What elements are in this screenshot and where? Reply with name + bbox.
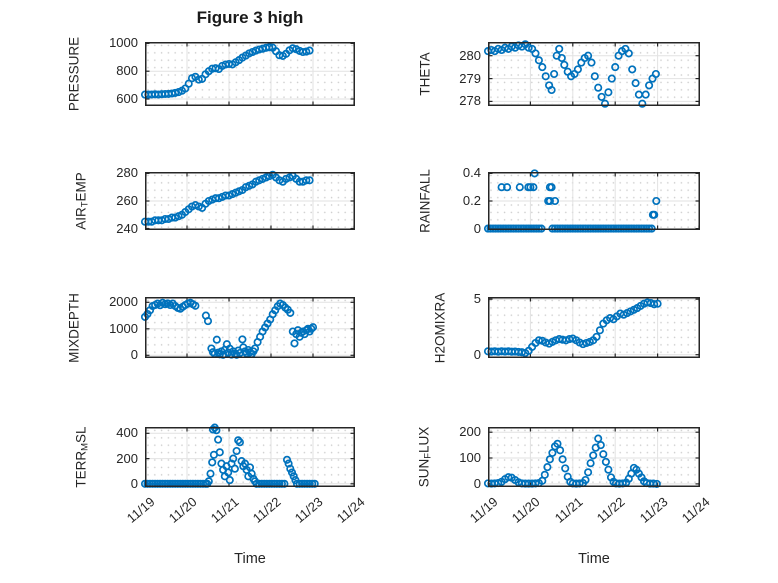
y-axis-label-text: PRESSURE [66,36,82,112]
y-tick-label: 240 [116,220,138,236]
x-tick-label: 11/23 [291,494,326,526]
y-tick-label: 200 [459,424,481,440]
y-axis-label-h2omixra: H2OMIXRA [433,292,448,363]
y-tick-label: 280 [116,165,138,181]
subplot-theta [483,40,700,108]
x-tick-label: 11/23 [636,494,671,526]
minor-grid-dots [490,429,698,485]
x-tick-label: 11/22 [593,494,628,526]
x-tick-label: 11/21 [551,494,586,526]
y-tick-label: 100 [459,450,481,466]
y-axis-label-text: EMP [72,172,88,202]
axes-box [145,427,355,487]
y-tick-label: 5 [473,291,481,307]
axes-box [488,297,700,358]
y-tick-label: 279 [459,70,481,86]
y-axis-label-pressure: PRESSURE [66,37,81,111]
x-axis-label: Time [578,551,610,567]
y-axis-label-air-temp: AIRTEMP [73,172,90,230]
y-tick-label: 1000 [109,35,138,51]
data-points [483,40,660,108]
subplot-h2omixra [483,297,700,358]
y-axis-label-text: SUN [415,458,431,488]
subplot-mixdepth [140,297,355,359]
axes-box [488,427,700,487]
y-tick-label: 280 [459,47,481,63]
x-tick-label: 11/21 [207,494,242,526]
y-tick-label: 2000 [109,294,138,310]
y-tick-label: 600 [116,91,138,107]
y-tick-label: 1000 [109,320,138,336]
y-axis-label-text: LUX [415,426,431,453]
x-tick-label: 11/20 [165,494,200,526]
minor-grid-dots [490,299,698,356]
y-tick-label: 800 [116,63,138,79]
subplot-sun-flux [483,427,700,488]
y-axis-label-subscript: T [79,201,91,208]
axes-box [488,172,700,230]
y-axis-label-text: TERR [72,450,88,488]
y-axis-label-subscript: M [79,442,91,451]
y-axis-label-text: MIXDEPTH [66,292,82,363]
y-tick-label: 260 [116,193,138,208]
axes-box [145,172,355,230]
x-tick-label: 11/19 [123,494,158,526]
y-tick-label: 278 [459,93,481,109]
y-tick-label: 0 [130,475,138,491]
y-tick-label: 0 [473,220,481,236]
y-axis-label-mixdepth: MIXDEPTH [66,293,81,363]
subplot-pressure [140,42,355,106]
y-axis-label-text: RAINFALL [417,169,433,233]
data-points [140,170,314,226]
y-axis-label-text: SL [72,426,88,443]
y-axis-label-terr-msl: TERRMSL [73,426,90,487]
axes-box [488,42,700,106]
data-points [140,43,314,99]
x-tick-label: 11/19 [466,494,501,526]
y-tick-label: 400 [116,425,138,441]
axes-box [145,297,355,358]
y-axis-label-text: AIR [72,207,88,230]
x-tick-label: 11/24 [333,494,368,526]
x-tick-label: 11/24 [678,494,713,526]
x-tick-label: 11/22 [249,494,284,526]
subplot-rainfall [483,169,700,233]
axes-box [145,42,355,106]
subplot-terr-msl [140,423,355,488]
data-points [140,298,318,359]
subplot-air-temp [140,170,355,230]
y-axis-label-sun-flux: SUNFLUX [416,427,433,488]
y-tick-label: 0 [473,475,481,491]
y-axis-label-rainfall: RAINFALL [417,169,432,233]
figure-title: Figure 3 high [196,8,304,27]
x-axis-label: Time [234,551,266,567]
x-tick-label: 11/20 [509,494,544,526]
y-tick-label: 0 [473,346,481,362]
y-tick-label: 0.2 [462,193,481,208]
y-tick-label: 0.4 [462,165,481,181]
y-axis-label-theta: THETA [417,52,432,95]
y-axis-label-text: THETA [417,52,433,96]
y-tick-label: 200 [116,450,138,466]
y-tick-label: 0 [130,347,138,363]
y-axis-label-text: H2OMIXRA [432,292,448,363]
y-axis-label-subscript: F [422,452,434,459]
